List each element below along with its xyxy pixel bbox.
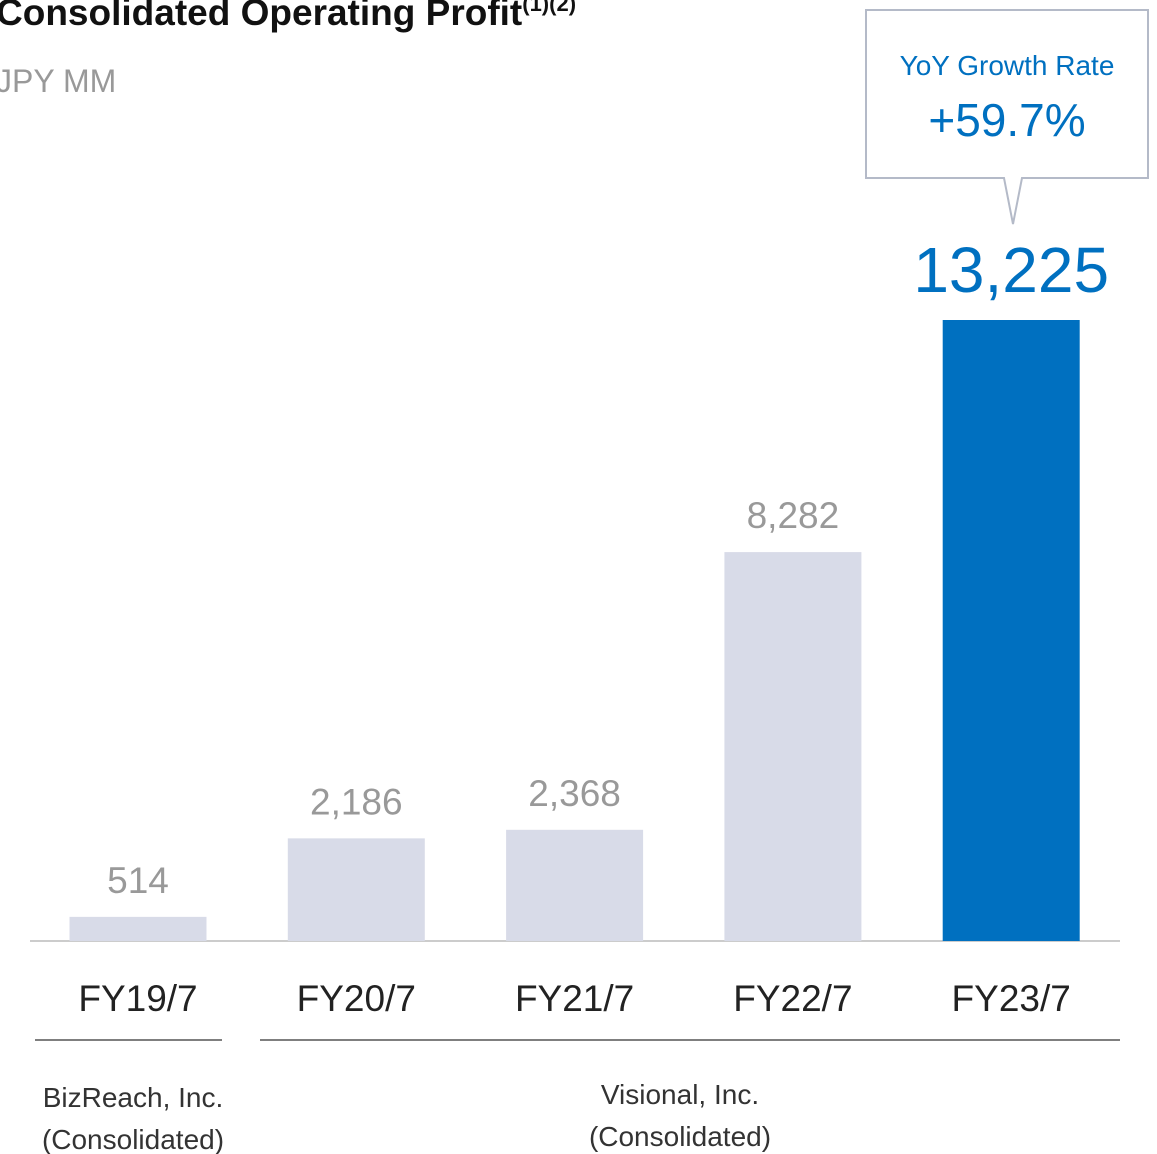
bar <box>942 320 1080 941</box>
bar <box>506 829 644 941</box>
chart-title-line: Consolidated Operating Profit(1)(2) <box>0 0 576 33</box>
value-label: 2,368 <box>528 773 621 814</box>
callout-box <box>865 9 1149 225</box>
value-label: 514 <box>107 860 169 901</box>
value-label: 13,225 <box>913 234 1109 306</box>
title-superscript: (1)(2) <box>522 0 576 16</box>
callout-value: +59.7% <box>928 94 1085 146</box>
bar <box>287 838 425 941</box>
x-tick-label: FY19/7 <box>78 978 197 1019</box>
value-label: 2,186 <box>310 781 403 822</box>
value-label: 8,282 <box>747 495 840 536</box>
x-tick-label: FY23/7 <box>952 978 1071 1019</box>
bar <box>724 552 862 941</box>
group-note: (Consolidated) <box>589 1121 771 1152</box>
group-note: (Consolidated) <box>42 1124 224 1154</box>
x-tick-label: FY20/7 <box>297 978 416 1019</box>
chart-title: Consolidated Operating Profit <box>0 0 522 33</box>
x-tick-label: FY22/7 <box>733 978 852 1019</box>
callout-label: YoY Growth Rate <box>900 50 1115 81</box>
x-tick-label: FY21/7 <box>515 978 634 1019</box>
bar <box>69 916 207 941</box>
chart-subtitle: JPY MM <box>0 63 116 99</box>
group-name: Visional, Inc. <box>601 1079 759 1110</box>
group-name: BizReach, Inc. <box>43 1082 224 1113</box>
